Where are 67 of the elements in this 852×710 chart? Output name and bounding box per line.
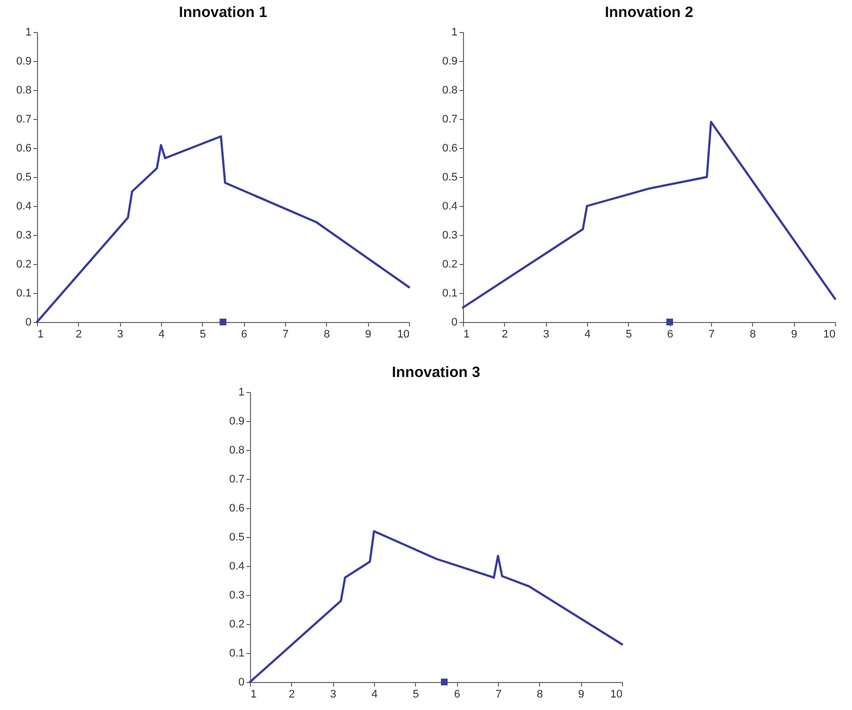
y-tick-label: 0.5 <box>16 172 32 184</box>
x-tick-label: 10 <box>610 688 622 700</box>
x-tick-label: 2 <box>502 328 508 340</box>
x-tick-label: 10 <box>823 328 836 340</box>
y-tick-label: 1 <box>451 26 458 38</box>
y-tick-label: 0.1 <box>16 288 32 300</box>
chart-title: Innovation 2 <box>604 4 694 21</box>
y-tick-label: 0.4 <box>16 200 32 212</box>
x-tick-label: 5 <box>626 328 632 340</box>
x-tick-label: 9 <box>365 328 372 340</box>
y-tick-label: 0.9 <box>16 56 32 68</box>
x-tick-label: 6 <box>241 328 248 340</box>
y-tick-label: 0.6 <box>16 142 32 154</box>
y-tick-label: 0.4 <box>229 560 244 572</box>
y-tick-label: 0.9 <box>229 416 244 428</box>
x-tick-label: 1 <box>38 328 44 340</box>
y-tick-label: 0 <box>25 316 32 328</box>
y-tick-label: 0.3 <box>16 230 32 242</box>
y-tick-label: 0.1 <box>229 648 244 660</box>
x-tick-label: 6 <box>667 328 674 340</box>
x-tick-label: 4 <box>584 328 591 340</box>
x-tick-label: 2 <box>288 688 295 700</box>
x-tick-label: 1 <box>250 688 257 700</box>
x-tick-label: 3 <box>330 688 336 700</box>
y-tick-label: 0.7 <box>442 114 458 126</box>
y-tick-label: 0.7 <box>229 474 244 486</box>
y-tick-label: 0.8 <box>229 444 244 456</box>
y-tick-label: 0.9 <box>442 56 458 68</box>
y-tick-label: 0.8 <box>16 84 32 96</box>
chart-title: Innovation 3 <box>392 364 480 381</box>
x-tick-label: 1 <box>464 328 470 340</box>
x-tick-label: 8 <box>536 688 543 700</box>
y-tick-label: 0.2 <box>442 258 458 270</box>
y-tick-label: 0.6 <box>442 142 458 154</box>
x-tick-label: 9 <box>791 328 798 340</box>
x-tick-label: 7 <box>495 688 502 700</box>
y-tick-label: 1 <box>238 386 244 398</box>
x-tick-label: 10 <box>397 328 410 340</box>
y-tick-label: 0.7 <box>16 114 32 126</box>
x-tick-label: 8 <box>750 328 756 340</box>
y-tick-label: 0 <box>451 316 458 328</box>
x-tick-label: 9 <box>578 688 584 700</box>
y-tick-label: 0.5 <box>229 532 244 544</box>
y-tick-label: 0.2 <box>229 618 244 630</box>
x-tick-label: 7 <box>708 328 715 340</box>
y-tick-label: 0.4 <box>442 200 458 212</box>
y-tick-label: 0.3 <box>442 230 458 242</box>
x-tick-label: 4 <box>371 688 378 700</box>
y-tick-label: 0.5 <box>442 172 458 184</box>
y-tick-label: 0 <box>238 676 244 688</box>
x-tick-label: 8 <box>324 328 330 340</box>
y-tick-label: 0.2 <box>16 258 32 270</box>
x-tick-label: 5 <box>412 688 419 700</box>
y-tick-label: 1 <box>25 26 32 38</box>
chart-title: Innovation 1 <box>178 4 268 21</box>
x-tick-label: 7 <box>282 328 289 340</box>
y-tick-label: 0.6 <box>229 502 244 514</box>
y-tick-label: 0.3 <box>229 590 244 602</box>
line-series <box>462 120 836 309</box>
x-tick-label: 5 <box>200 328 206 340</box>
x-tick-label: 2 <box>76 328 82 340</box>
y-tick-label: 0.1 <box>442 288 458 300</box>
x-tick-label: 3 <box>117 328 124 340</box>
y-tick-label: 0.8 <box>442 84 458 96</box>
x-tick-label: 3 <box>543 328 550 340</box>
x-tick-label: 4 <box>158 328 165 340</box>
x-tick-label: 6 <box>454 688 460 700</box>
